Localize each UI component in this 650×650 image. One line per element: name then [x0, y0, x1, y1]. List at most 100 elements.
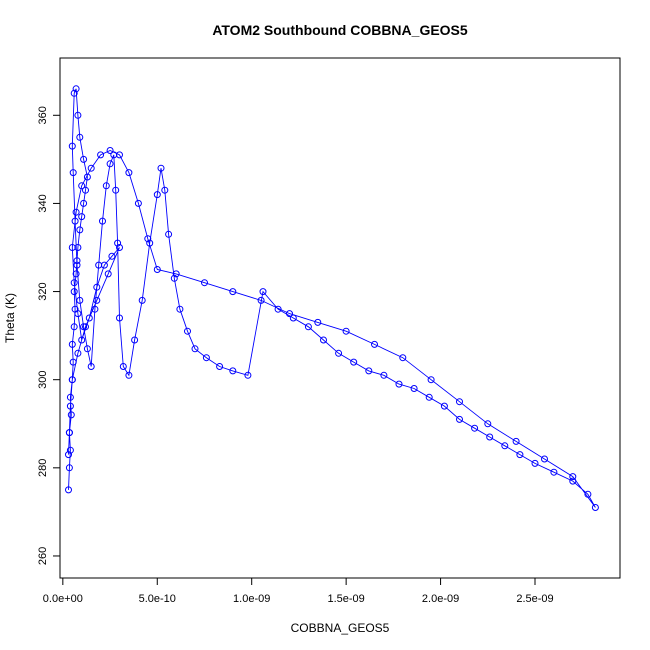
data-point	[68, 244, 76, 251]
data-point	[70, 279, 78, 287]
data-point	[69, 358, 77, 366]
x-tick-label: 1.0e-09	[233, 593, 270, 605]
data-point	[112, 186, 120, 194]
data-point	[153, 266, 161, 273]
data-point	[172, 270, 180, 278]
data-point	[427, 376, 435, 384]
data-point	[365, 367, 373, 375]
x-tick-label: 0.0e+00	[43, 593, 83, 605]
data-point	[97, 151, 105, 159]
data-point	[72, 208, 80, 216]
data-point	[541, 455, 548, 463]
data-point	[65, 451, 72, 459]
data-point	[100, 261, 108, 269]
data-point	[116, 314, 123, 322]
data-point	[76, 226, 84, 234]
data-point	[176, 305, 184, 313]
data-point	[512, 437, 520, 445]
data-point	[342, 327, 350, 335]
data-point	[69, 169, 77, 177]
data-point	[395, 380, 403, 388]
x-tick-label: 1.5e-09	[327, 593, 364, 605]
data-point	[83, 345, 91, 353]
data-point	[471, 424, 479, 432]
data-point	[74, 310, 82, 318]
data-point	[484, 420, 492, 428]
data-point	[80, 199, 88, 207]
data-point	[125, 169, 133, 177]
data-point	[161, 186, 169, 194]
data-point	[550, 468, 558, 476]
data-point	[134, 199, 142, 207]
data-point	[146, 239, 154, 247]
data-point	[76, 133, 84, 141]
data-point	[108, 252, 116, 260]
data-point	[106, 147, 114, 154]
data-point	[202, 354, 210, 362]
data-point	[244, 371, 252, 379]
data-point	[456, 398, 463, 406]
x-tick-label: 5.0e-10	[139, 593, 176, 605]
data-point	[116, 244, 123, 251]
data-point	[569, 477, 577, 485]
series-points	[65, 85, 599, 511]
data-point	[74, 349, 82, 357]
data-point	[165, 230, 173, 238]
data-point	[335, 349, 343, 357]
data-point	[104, 270, 112, 278]
data-point	[78, 336, 86, 344]
data-point	[584, 490, 592, 498]
data-point	[229, 288, 237, 296]
data-point	[131, 336, 139, 344]
data-point	[486, 433, 494, 441]
y-tick-label: 260	[37, 547, 49, 565]
data-point	[78, 213, 86, 221]
y-axis-title: Theta (K)	[3, 293, 17, 343]
data-point	[82, 323, 89, 331]
data-point	[138, 296, 146, 304]
data-point	[93, 283, 101, 291]
data-point	[76, 296, 84, 304]
data-point	[531, 459, 539, 467]
data-point	[229, 367, 237, 375]
data-point	[289, 314, 297, 322]
data-point	[286, 310, 293, 318]
data-point	[74, 111, 82, 119]
data-point	[114, 239, 122, 247]
data-point	[320, 336, 327, 344]
y-tick-label: 360	[37, 106, 49, 124]
data-point	[216, 363, 224, 370]
data-point	[257, 296, 265, 304]
data-point	[70, 323, 78, 331]
data-point	[116, 151, 123, 159]
y-tick-label: 280	[37, 459, 49, 477]
data-point	[259, 288, 267, 296]
data-point	[85, 314, 93, 322]
series-lines	[68, 88, 596, 508]
x-axis-title: COBBNA_GEOS5	[291, 621, 390, 635]
data-point	[399, 354, 407, 362]
data-point	[170, 274, 178, 282]
data-point	[70, 89, 78, 97]
data-point	[68, 142, 76, 150]
data-point	[516, 451, 524, 459]
data-point	[68, 340, 76, 348]
data-point	[71, 217, 79, 225]
data-point	[456, 415, 463, 423]
data-point	[314, 318, 322, 326]
data-point	[410, 385, 418, 392]
data-point	[78, 182, 86, 190]
chart-title: ATOM2 Southbound COBBNA_GEOS5	[212, 22, 468, 38]
data-point	[65, 429, 73, 437]
data-point	[153, 191, 161, 199]
data-point	[70, 288, 78, 296]
data-point	[191, 345, 199, 353]
data-point	[274, 305, 282, 313]
data-point	[66, 446, 74, 454]
data-point	[91, 305, 99, 313]
x-tick-label: 2.5e-09	[516, 593, 553, 605]
data-point	[65, 464, 73, 472]
data-point	[371, 340, 378, 348]
data-point	[66, 402, 74, 410]
